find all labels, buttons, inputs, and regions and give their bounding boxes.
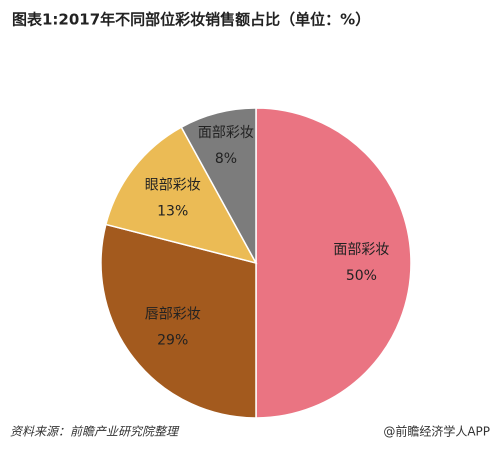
pie-slice <box>100 223 257 419</box>
slice-label: 唇部彩妆 <box>145 307 201 323</box>
value-label: 50% <box>346 268 377 284</box>
chart-title: 图表1:2017年不同部位彩妆销售额占比（单位：%） <box>12 11 370 29</box>
credit: @前瞻经济学人APP <box>383 424 490 439</box>
value-label: 8% <box>215 151 237 167</box>
slice-label: 面部彩妆 <box>333 242 389 258</box>
value-label: 13% <box>157 203 188 219</box>
slice-label: 面部彩妆 <box>198 125 254 141</box>
pie-slice <box>104 126 258 265</box>
slice-label: 眼部彩妆 <box>145 177 201 193</box>
pie-slice <box>255 107 412 419</box>
value-label: 29% <box>157 333 188 349</box>
source: 资料来源：前瞻产业研究院整理 <box>10 425 180 439</box>
pie-slice <box>180 107 257 264</box>
